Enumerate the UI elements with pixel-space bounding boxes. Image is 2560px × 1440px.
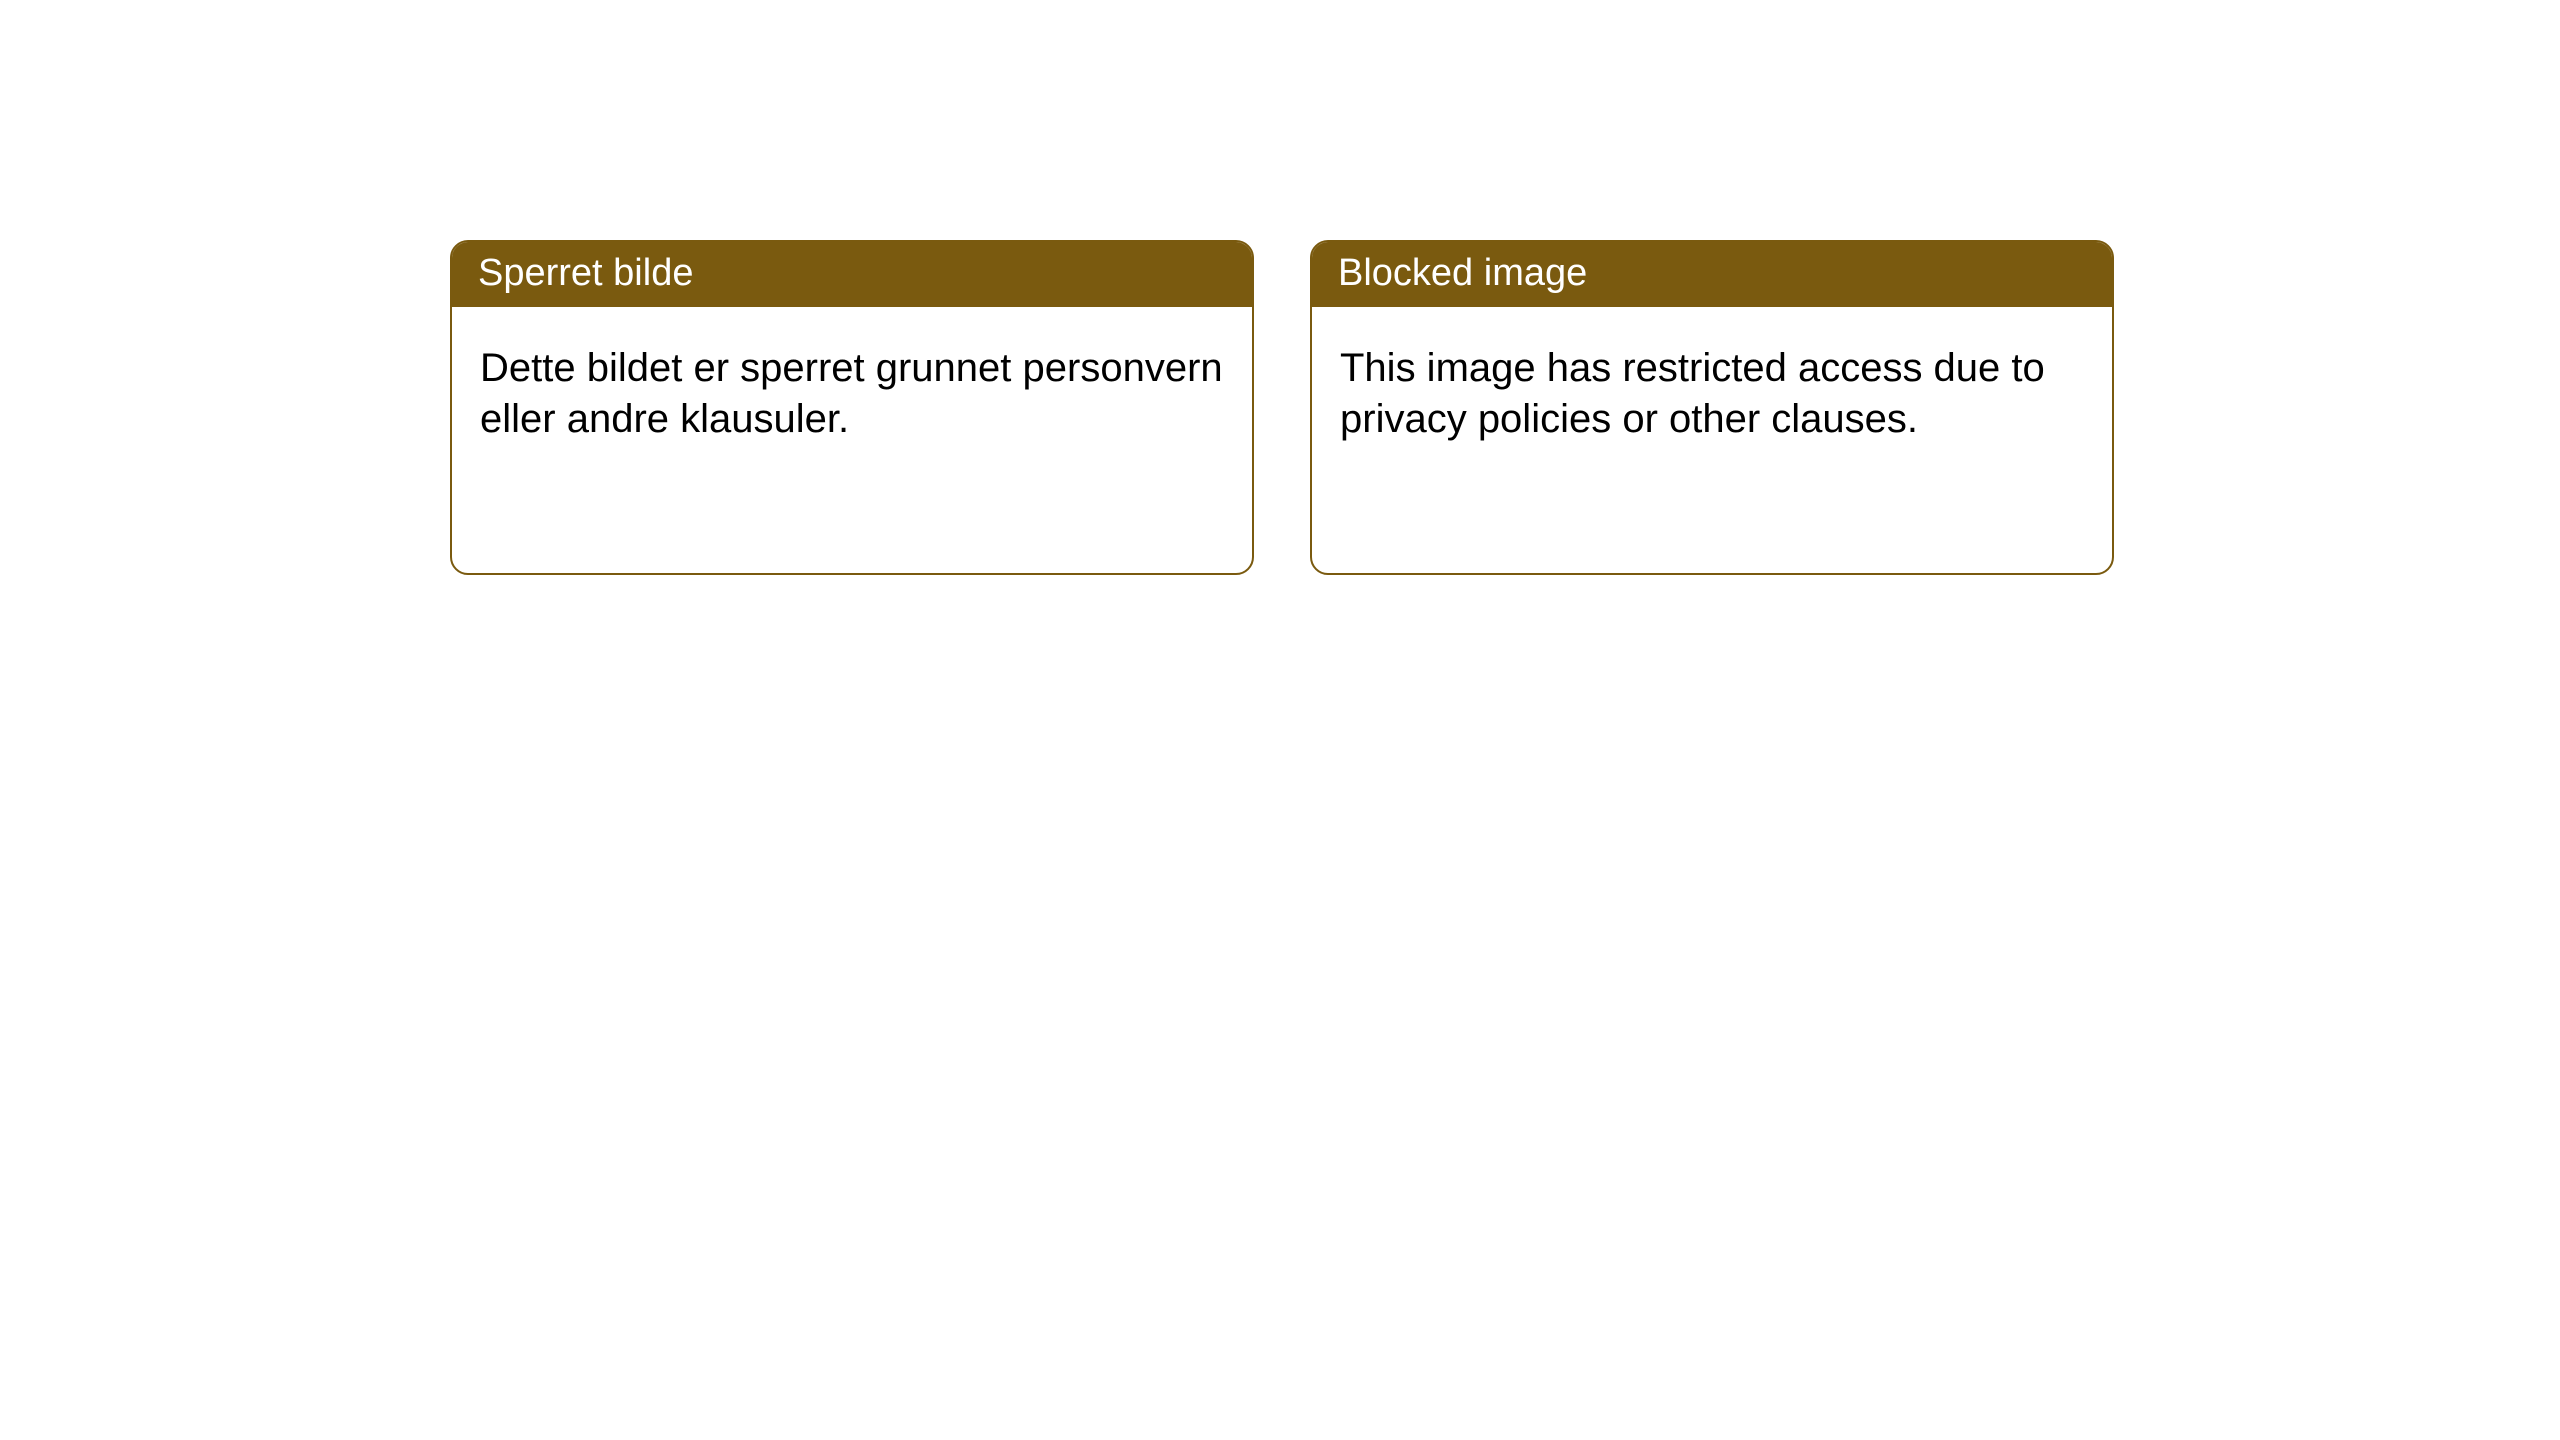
notice-header-no: Sperret bilde <box>452 242 1252 307</box>
notice-header-en: Blocked image <box>1312 242 2112 307</box>
notice-body-en: This image has restricted access due to … <box>1312 307 2112 473</box>
notice-container: Sperret bilde Dette bildet er sperret gr… <box>0 0 2560 575</box>
notice-box-en: Blocked image This image has restricted … <box>1310 240 2114 575</box>
notice-body-no: Dette bildet er sperret grunnet personve… <box>452 307 1252 473</box>
notice-box-no: Sperret bilde Dette bildet er sperret gr… <box>450 240 1254 575</box>
